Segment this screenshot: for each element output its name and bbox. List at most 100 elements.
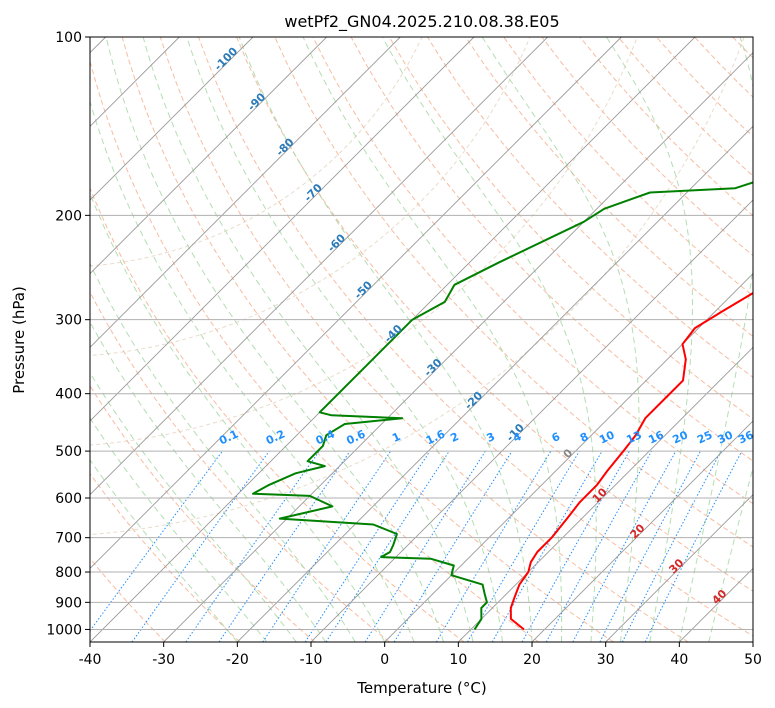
isotherm — [310, 199, 753, 642]
dry-adiabat — [90, 186, 465, 642]
dry-adiabat — [656, 37, 753, 138]
y-tick-label: 600 — [55, 491, 82, 507]
dry-adiabat — [503, 37, 753, 297]
dry-adiabat — [90, 59, 540, 642]
isotherm — [90, 37, 254, 201]
x-tick-label: 10 — [449, 652, 467, 668]
isotherm-label: -20 — [462, 389, 485, 412]
mixing-ratio-line — [90, 450, 223, 632]
y-axis: 100 200 300 400 500 600 700 800 900 1000 — [46, 30, 90, 638]
mixing-ratio-label: 13 — [624, 428, 643, 446]
reference-lines — [90, 37, 753, 642]
isotherm — [90, 37, 548, 496]
mixing-ratio-line — [621, 450, 722, 642]
moist-adiabat — [302, 37, 563, 642]
x-axis: -40 -30 -20 -10 0 10 20 30 40 50 — [79, 642, 762, 668]
mixing-ratio-label: 0.1 — [217, 427, 240, 447]
mixing-ratio-line — [435, 450, 552, 642]
moist-adiabat — [90, 371, 297, 642]
mixing-ratio-label: 2 — [448, 430, 460, 445]
dewpoint-profile — [252, 181, 753, 630]
dry-adiabat — [90, 472, 241, 642]
dry-adiabat — [159, 37, 689, 642]
y-tick-label: 700 — [55, 531, 82, 547]
isotherm-labels: -100-90-80-70-60-50-40-30-20-10010203040… — [212, 44, 756, 607]
dry-adiabat — [732, 37, 753, 59]
x-tick-label: 50 — [744, 652, 762, 668]
mixing-ratio-label: 25 — [695, 428, 714, 446]
y-tick-label: 500 — [55, 444, 82, 460]
moist-adiabat — [90, 262, 356, 642]
grid-lines — [90, 37, 753, 630]
mixing-ratio-label: 36 — [736, 428, 756, 446]
y-tick-label: 1000 — [46, 622, 82, 638]
mixing-ratio-label: 10 — [597, 428, 617, 446]
series-layer — [252, 181, 753, 631]
moist-adiabat — [238, 37, 533, 642]
dry-adiabat — [350, 37, 753, 462]
chart-title: wetPf2_GN04.2025.210.08.38.E05 — [284, 12, 559, 32]
isotherm — [90, 37, 401, 348]
isotherm — [90, 37, 475, 422]
moist-adiabat — [708, 465, 753, 642]
isotherm — [605, 494, 753, 642]
mixing-ratio-label: 20 — [671, 428, 691, 446]
dry-adiabat — [90, 557, 166, 642]
moist-adiabat — [90, 459, 238, 642]
mixing-ratio-line — [545, 450, 653, 642]
y-tick-label: 200 — [55, 208, 82, 224]
moist-adiabat — [186, 37, 503, 642]
mixing-ratio-line — [218, 450, 351, 642]
mixing-ratio-label: 0.2 — [264, 427, 287, 447]
isotherm — [679, 567, 753, 642]
dry-adiabat — [312, 37, 753, 505]
temperature-profile — [509, 291, 753, 631]
x-tick-label: 30 — [597, 652, 615, 668]
moist-adiabat — [481, 37, 640, 642]
isotherm — [237, 125, 753, 642]
isotherm-label: 20 — [628, 521, 648, 541]
y-tick-label: 100 — [55, 30, 82, 46]
moist-adiabat — [142, 37, 474, 642]
isotherm — [752, 641, 753, 642]
mixing-ratio-label: 6 — [550, 430, 563, 445]
dry-adiabat — [198, 37, 753, 637]
dry-adiabat — [274, 37, 753, 548]
mixing-ratio-line — [521, 450, 630, 642]
isotherm-label: 40 — [709, 587, 729, 607]
y-tick-label: 400 — [55, 387, 82, 403]
isotherm — [384, 273, 753, 642]
y-axis-label: Pressure (hPa) — [10, 286, 28, 394]
mixing-ratio-line — [644, 450, 743, 642]
x-tick-label: 20 — [523, 652, 541, 668]
isotherm-label: -50 — [352, 278, 375, 301]
isotherm-label: -70 — [302, 181, 325, 204]
moist-adiabat — [105, 37, 445, 642]
x-axis-label: Temperature (°C) — [356, 679, 486, 697]
dry-adiabat — [90, 291, 390, 642]
mixing-ratio-label: 16 — [646, 428, 666, 446]
mixing-ratio-line — [393, 450, 513, 642]
isotherm-label: -90 — [245, 90, 268, 113]
isotherm — [531, 420, 753, 642]
moist-adiabat — [90, 99, 415, 642]
mixing-ratio-line — [262, 450, 392, 642]
isotherm — [458, 346, 753, 642]
dry-adiabat — [388, 37, 753, 420]
moist-adiabat — [90, 192, 386, 642]
mixing-ratio-line — [304, 450, 431, 642]
dry-adiabat — [90, 384, 316, 642]
y-tick-label: 900 — [55, 595, 82, 611]
mixing-ratio-line — [325, 450, 450, 642]
mixing-ratio-label: 1.6 — [424, 427, 447, 447]
x-tick-label: -20 — [226, 652, 249, 668]
height-arc — [90, 37, 531, 356]
x-tick-label: 40 — [670, 652, 688, 668]
isotherm-label: -100 — [212, 44, 241, 73]
isotherm — [90, 37, 327, 275]
moist-adiabat — [90, 321, 327, 642]
mixing-ratio-label: 30 — [716, 428, 736, 446]
moist-adiabat — [606, 37, 693, 642]
mixing-ratio-line — [599, 450, 701, 642]
